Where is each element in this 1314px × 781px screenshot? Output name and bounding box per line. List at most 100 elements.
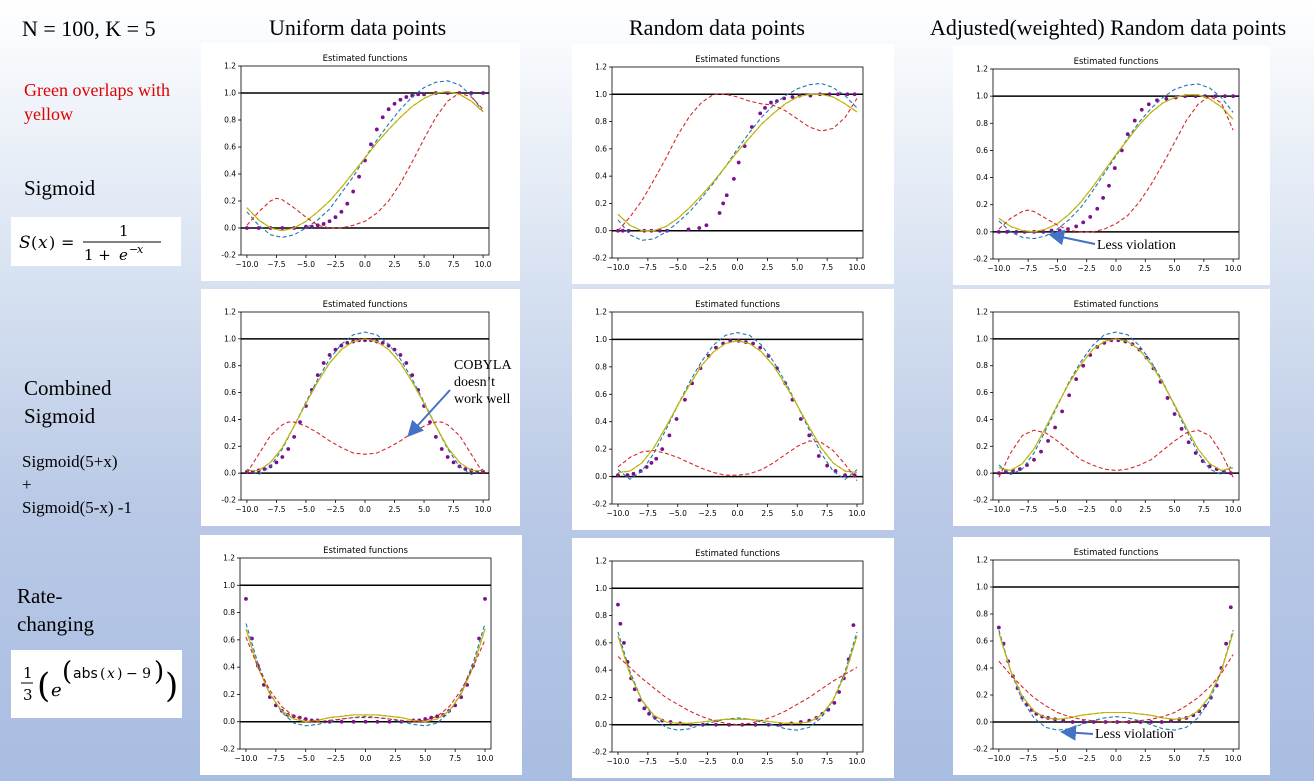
x-tick-label: 0.0 — [1110, 754, 1122, 763]
x-tick-label: 5.0 — [791, 757, 803, 766]
x-tick-label: 7.5 — [821, 509, 833, 518]
less-violation-bottom: Less violation — [1095, 727, 1174, 742]
x-tick-label: 2.5 — [389, 260, 401, 269]
data-point — [483, 597, 487, 601]
x-tick-label: −7.5 — [1019, 754, 1037, 763]
y-tick-label: 0.2 — [224, 442, 236, 451]
svg-text:): ) — [165, 666, 178, 706]
x-tick-label: 5.0 — [791, 263, 803, 272]
y-tick-label: 0.0 — [976, 718, 988, 727]
svg-text:(: ( — [31, 233, 37, 252]
x-tick-label: 2.5 — [1139, 505, 1151, 514]
series-line — [998, 83, 1234, 240]
x-tick-label: 10.0 — [849, 509, 866, 518]
series-line — [245, 636, 486, 723]
x-tick-label: −5.0 — [1048, 505, 1066, 514]
y-tick-label: 1.0 — [595, 90, 607, 99]
svg-text:(: ( — [37, 666, 50, 706]
data-point — [1061, 718, 1066, 723]
x-tick-label: −5.0 — [297, 754, 315, 763]
col-title-uniform: Uniform data points — [269, 15, 447, 40]
data-point — [327, 719, 332, 724]
data-point — [428, 420, 432, 425]
series-line — [998, 429, 1234, 478]
x-tick-label: 10.0 — [475, 505, 492, 514]
series-line — [246, 338, 484, 472]
x-tick-label: 10.0 — [849, 757, 866, 766]
x-tick-label: 5.0 — [1169, 754, 1181, 763]
data-point — [404, 95, 409, 99]
svg-text:1: 1 — [23, 664, 33, 682]
data-point — [1039, 449, 1043, 454]
y-tick-label: 0.0 — [595, 720, 607, 729]
data-point — [637, 698, 642, 703]
svg-text:): ) — [117, 666, 122, 682]
x-tick-label: 0.0 — [732, 509, 744, 518]
x-tick-label: 5.0 — [1169, 505, 1181, 514]
col-title-adjusted: Adjusted(weighted) Random data points — [930, 15, 1287, 40]
y-tick-label: 0.6 — [595, 390, 607, 399]
chart-rate-uniform: Estimated functions -0.2 0.0 0.2 0.4 0.6 0.8 1.… — [220, 546, 494, 763]
row-label-rate-1: Rate- — [17, 584, 63, 608]
y-tick-label: 1.2 — [223, 554, 235, 563]
y-tick-label: 1.2 — [595, 557, 607, 566]
data-point — [654, 456, 659, 461]
x-tick-label: −10.0 — [606, 757, 629, 766]
data-point — [380, 340, 385, 345]
data-point — [843, 473, 847, 478]
x-tick-label: −7.5 — [267, 260, 285, 269]
data-point — [996, 229, 1001, 234]
data-point — [825, 463, 830, 468]
y-tick-label: -0.2 — [973, 496, 988, 505]
data-point — [1014, 229, 1019, 234]
series-line — [617, 440, 858, 482]
data-point — [309, 224, 314, 229]
y-tick-label: 0.0 — [976, 469, 988, 478]
data-point — [333, 215, 338, 220]
data-point — [1132, 118, 1137, 123]
data-point — [386, 107, 391, 112]
chart-rate-adjusted: Estimated functions -0.2 0.0 0.2 0.4 0.6 0.8 1.… — [973, 548, 1241, 763]
y-tick-label: 0.2 — [224, 197, 236, 206]
y-tick-label: 0.0 — [224, 224, 236, 233]
data-point — [1146, 102, 1151, 107]
data-point — [280, 455, 285, 459]
chart-title: Estimated functions — [695, 55, 780, 65]
series-line — [246, 92, 484, 229]
y-tick-label: 0.2 — [595, 445, 607, 454]
x-tick-label: −2.5 — [326, 260, 344, 269]
chart-sigmoid-uniform: Estimated functions -0.2 0.0 0.2 0.4 0.6 0.8 1.… — [221, 54, 491, 269]
data-point — [1193, 451, 1198, 455]
data-point — [481, 91, 485, 95]
cobyla-line-3: work well — [454, 392, 511, 407]
data-point — [697, 226, 702, 230]
data-point — [1074, 377, 1079, 382]
data-point — [717, 211, 722, 215]
x-tick-label: −10.0 — [987, 754, 1010, 763]
y-tick-label: 0.8 — [223, 608, 235, 617]
overlap-note: Green overlaps with yellow — [24, 80, 170, 124]
data-point — [469, 91, 474, 95]
x-tick-label: −5.0 — [297, 260, 315, 269]
data-point — [1125, 132, 1130, 137]
y-tick-label: 0.4 — [595, 417, 607, 426]
x-tick-label: 10.0 — [477, 754, 494, 763]
chart-panel-rate-adjusted: Estimated functions -0.2 0.0 0.2 0.4 0.6 0.8 1.… — [953, 537, 1270, 775]
data-point — [1165, 396, 1170, 400]
data-point — [245, 226, 249, 230]
data-point — [1223, 94, 1227, 99]
x-tick-label: 2.5 — [761, 509, 773, 518]
data-point — [686, 227, 691, 232]
data-point — [244, 597, 248, 601]
svg-text:(: ( — [62, 657, 72, 687]
data-point — [345, 340, 350, 345]
data-point — [704, 223, 709, 228]
data-point — [1155, 98, 1159, 103]
data-point — [751, 341, 755, 346]
y-tick-label: 1.2 — [976, 65, 988, 74]
x-tick-label: 0.0 — [359, 505, 371, 514]
chart-title: Estimated functions — [1074, 548, 1159, 558]
x-tick-label: 7.5 — [1198, 505, 1210, 514]
series-line — [998, 338, 1234, 472]
data-point — [1159, 720, 1164, 724]
